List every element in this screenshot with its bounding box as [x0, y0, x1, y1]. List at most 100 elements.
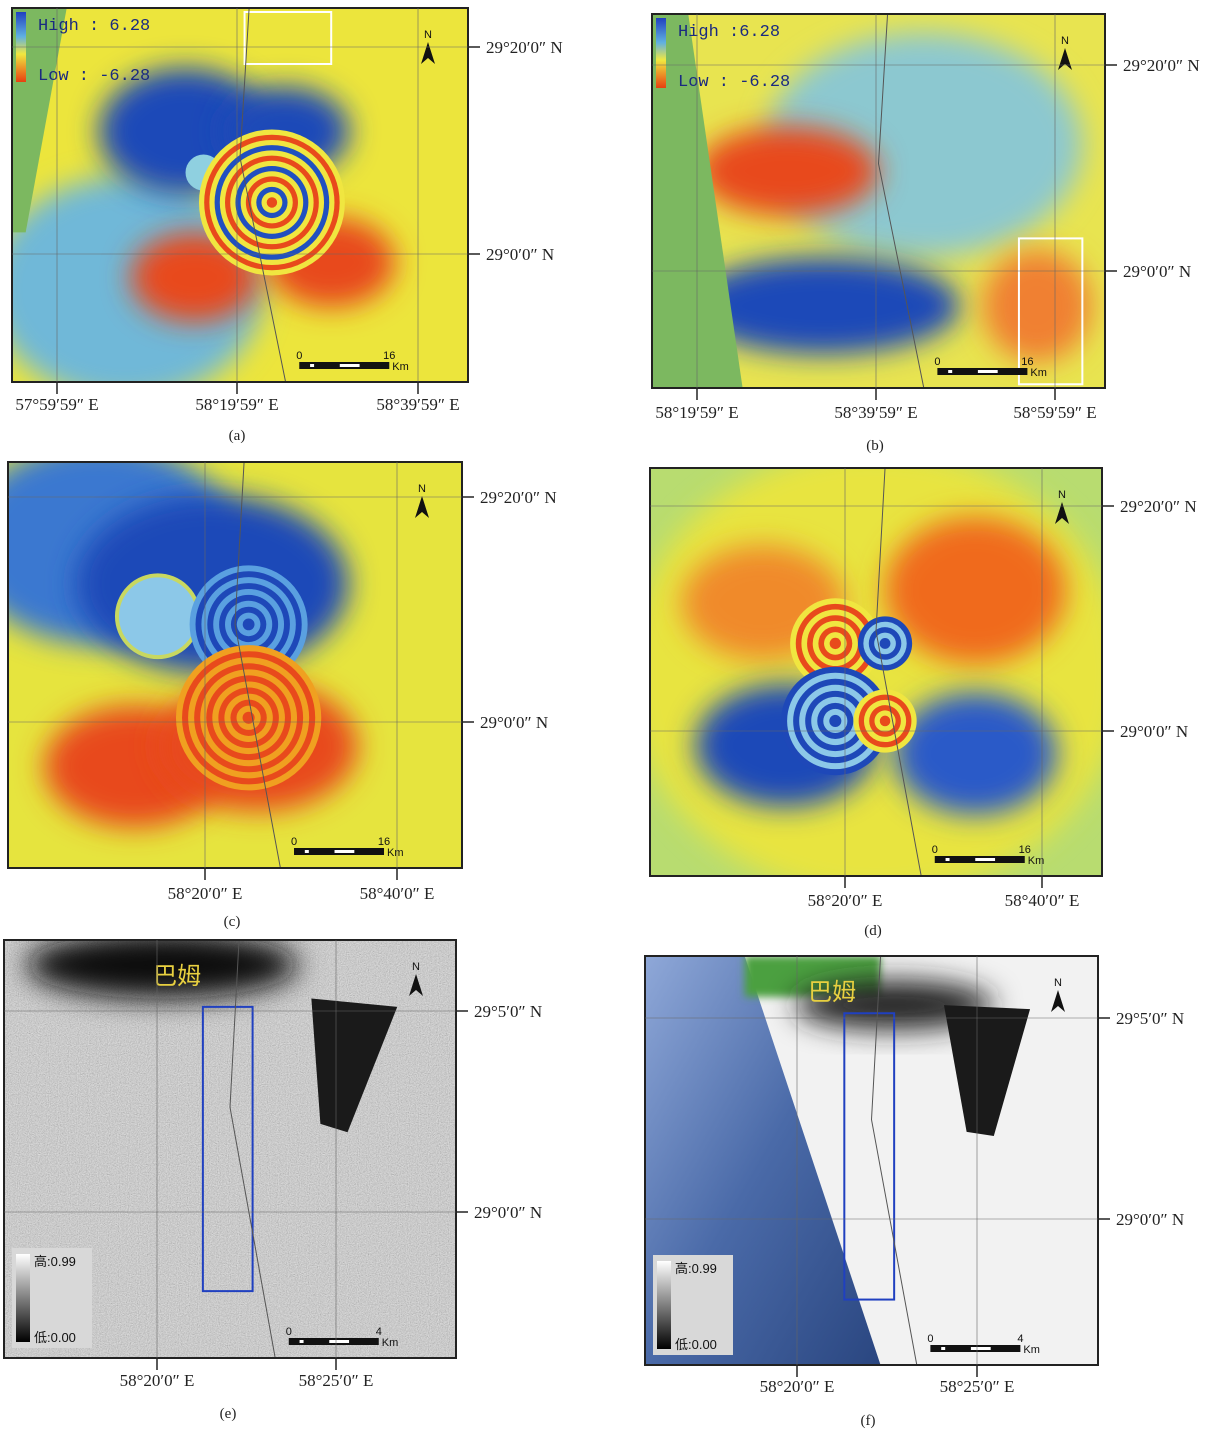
box — [1017, 237, 1084, 386]
scale-unit: Km — [392, 361, 409, 373]
lon-label: 58°19′59″ E — [195, 395, 278, 414]
scale-end: 16 — [1019, 844, 1031, 856]
lat-label: 29°0′0″ N — [474, 1203, 542, 1222]
scale-start: 0 — [932, 844, 938, 856]
panel: N 0 4Km 高:0.99 低:0.00 巴姆 29°5′0″ N 29°0′0″ N 58°… — [3, 939, 542, 1422]
map — [652, 14, 1105, 388]
frame — [649, 467, 1103, 877]
north-arrow — [1055, 502, 1069, 524]
lobe — [982, 249, 1092, 362]
lobe — [26, 940, 298, 999]
lat-label: 29°5′0″ N — [1116, 1009, 1184, 1028]
north-label: N — [1058, 489, 1066, 501]
lon-label: 58°25′0″ E — [299, 1371, 374, 1390]
lat-label: 29°5′0″ N — [474, 1002, 542, 1021]
north-arrow — [415, 496, 429, 518]
scale-seg — [970, 1347, 991, 1350]
lon-label: 58°59′59″ E — [1013, 403, 1096, 422]
scale-unit: Km — [1030, 367, 1047, 379]
map — [650, 468, 1102, 876]
scale-unit: Km — [382, 1337, 399, 1349]
scale-seg — [339, 364, 360, 367]
panel-caption: (b) — [866, 438, 884, 454]
lat-label: 29°20′0″ N — [486, 38, 563, 57]
scale-seg — [299, 1340, 304, 1343]
lat-label: 29°0′0″ N — [1116, 1210, 1184, 1229]
scale-end: 4 — [1017, 1333, 1023, 1345]
scale-seg — [310, 364, 315, 367]
lat-label: 29°20′0″ N — [1123, 56, 1200, 75]
boundary — [870, 956, 918, 1365]
fringe — [879, 638, 891, 649]
dark-area — [943, 1005, 1031, 1136]
north-arrow — [1058, 48, 1072, 70]
scale-end: 4 — [376, 1326, 382, 1338]
scale-seg — [304, 850, 309, 853]
legend-low: Low : -6.28 — [38, 67, 150, 86]
frame — [3, 939, 457, 1359]
lon-label: 58°20′0″ E — [120, 1371, 195, 1390]
scale-seg — [945, 858, 950, 861]
boundary — [875, 468, 922, 876]
legend-ramp — [16, 1254, 30, 1342]
frame — [651, 13, 1106, 389]
lobe — [697, 126, 879, 216]
legend-high: High :6.28 — [678, 23, 780, 42]
lon-label: 57°59′59″ E — [15, 395, 98, 414]
scale-unit: Km — [387, 847, 404, 859]
lon-label: 58°25′0″ E — [940, 1377, 1015, 1396]
frame — [11, 7, 469, 383]
legend-ramp — [657, 1261, 671, 1349]
north-label: N — [1061, 35, 1069, 47]
legend-high: High : 6.28 — [38, 17, 150, 36]
fringe — [829, 637, 841, 650]
legend-low: Low : -6.28 — [678, 73, 790, 92]
north-label: N — [412, 961, 420, 973]
scale-unit: Km — [1023, 1344, 1040, 1356]
north-label: N — [424, 29, 432, 41]
legend-low: 低:0.00 — [675, 1337, 717, 1352]
north-label: N — [418, 483, 426, 495]
fringe — [266, 197, 278, 208]
lat-label: 29°0′0″ N — [1123, 262, 1191, 281]
boundary — [239, 8, 287, 382]
island — [114, 573, 201, 660]
frame — [644, 955, 1099, 1366]
panel-caption: (a) — [229, 428, 246, 444]
lobe — [688, 257, 961, 355]
legend-high: 高:0.99 — [675, 1261, 717, 1276]
scale-end: 16 — [1021, 356, 1033, 368]
north-label: N — [1054, 977, 1062, 989]
dark-area — [311, 998, 398, 1133]
panel-caption: (f) — [861, 1413, 876, 1429]
scale-start: 0 — [927, 1333, 933, 1345]
lat-label: 29°20′0″ N — [480, 488, 557, 507]
box — [243, 11, 333, 65]
lon-label: 58°40′0″ E — [1005, 891, 1080, 910]
fringe — [879, 715, 891, 727]
scale-seg — [977, 370, 998, 373]
fringe — [829, 714, 842, 727]
frame — [7, 461, 463, 869]
lat-label: 29°20′0″ N — [1120, 497, 1197, 516]
map — [8, 462, 462, 868]
lon-label: 58°20′0″ E — [760, 1377, 835, 1396]
north-arrow — [421, 42, 435, 64]
boundary — [234, 462, 281, 868]
scale-start: 0 — [934, 356, 940, 368]
scale-seg — [975, 858, 996, 861]
lat-label: 29°0′0″ N — [486, 245, 554, 264]
box — [201, 1005, 254, 1293]
north-arrow — [1051, 990, 1065, 1012]
lobe — [894, 692, 1057, 815]
lobe — [650, 468, 1102, 876]
scale-seg — [948, 370, 953, 373]
lat-label: 29°0′0″ N — [1120, 722, 1188, 741]
north-arrow — [409, 974, 423, 996]
boundary — [229, 940, 276, 1358]
